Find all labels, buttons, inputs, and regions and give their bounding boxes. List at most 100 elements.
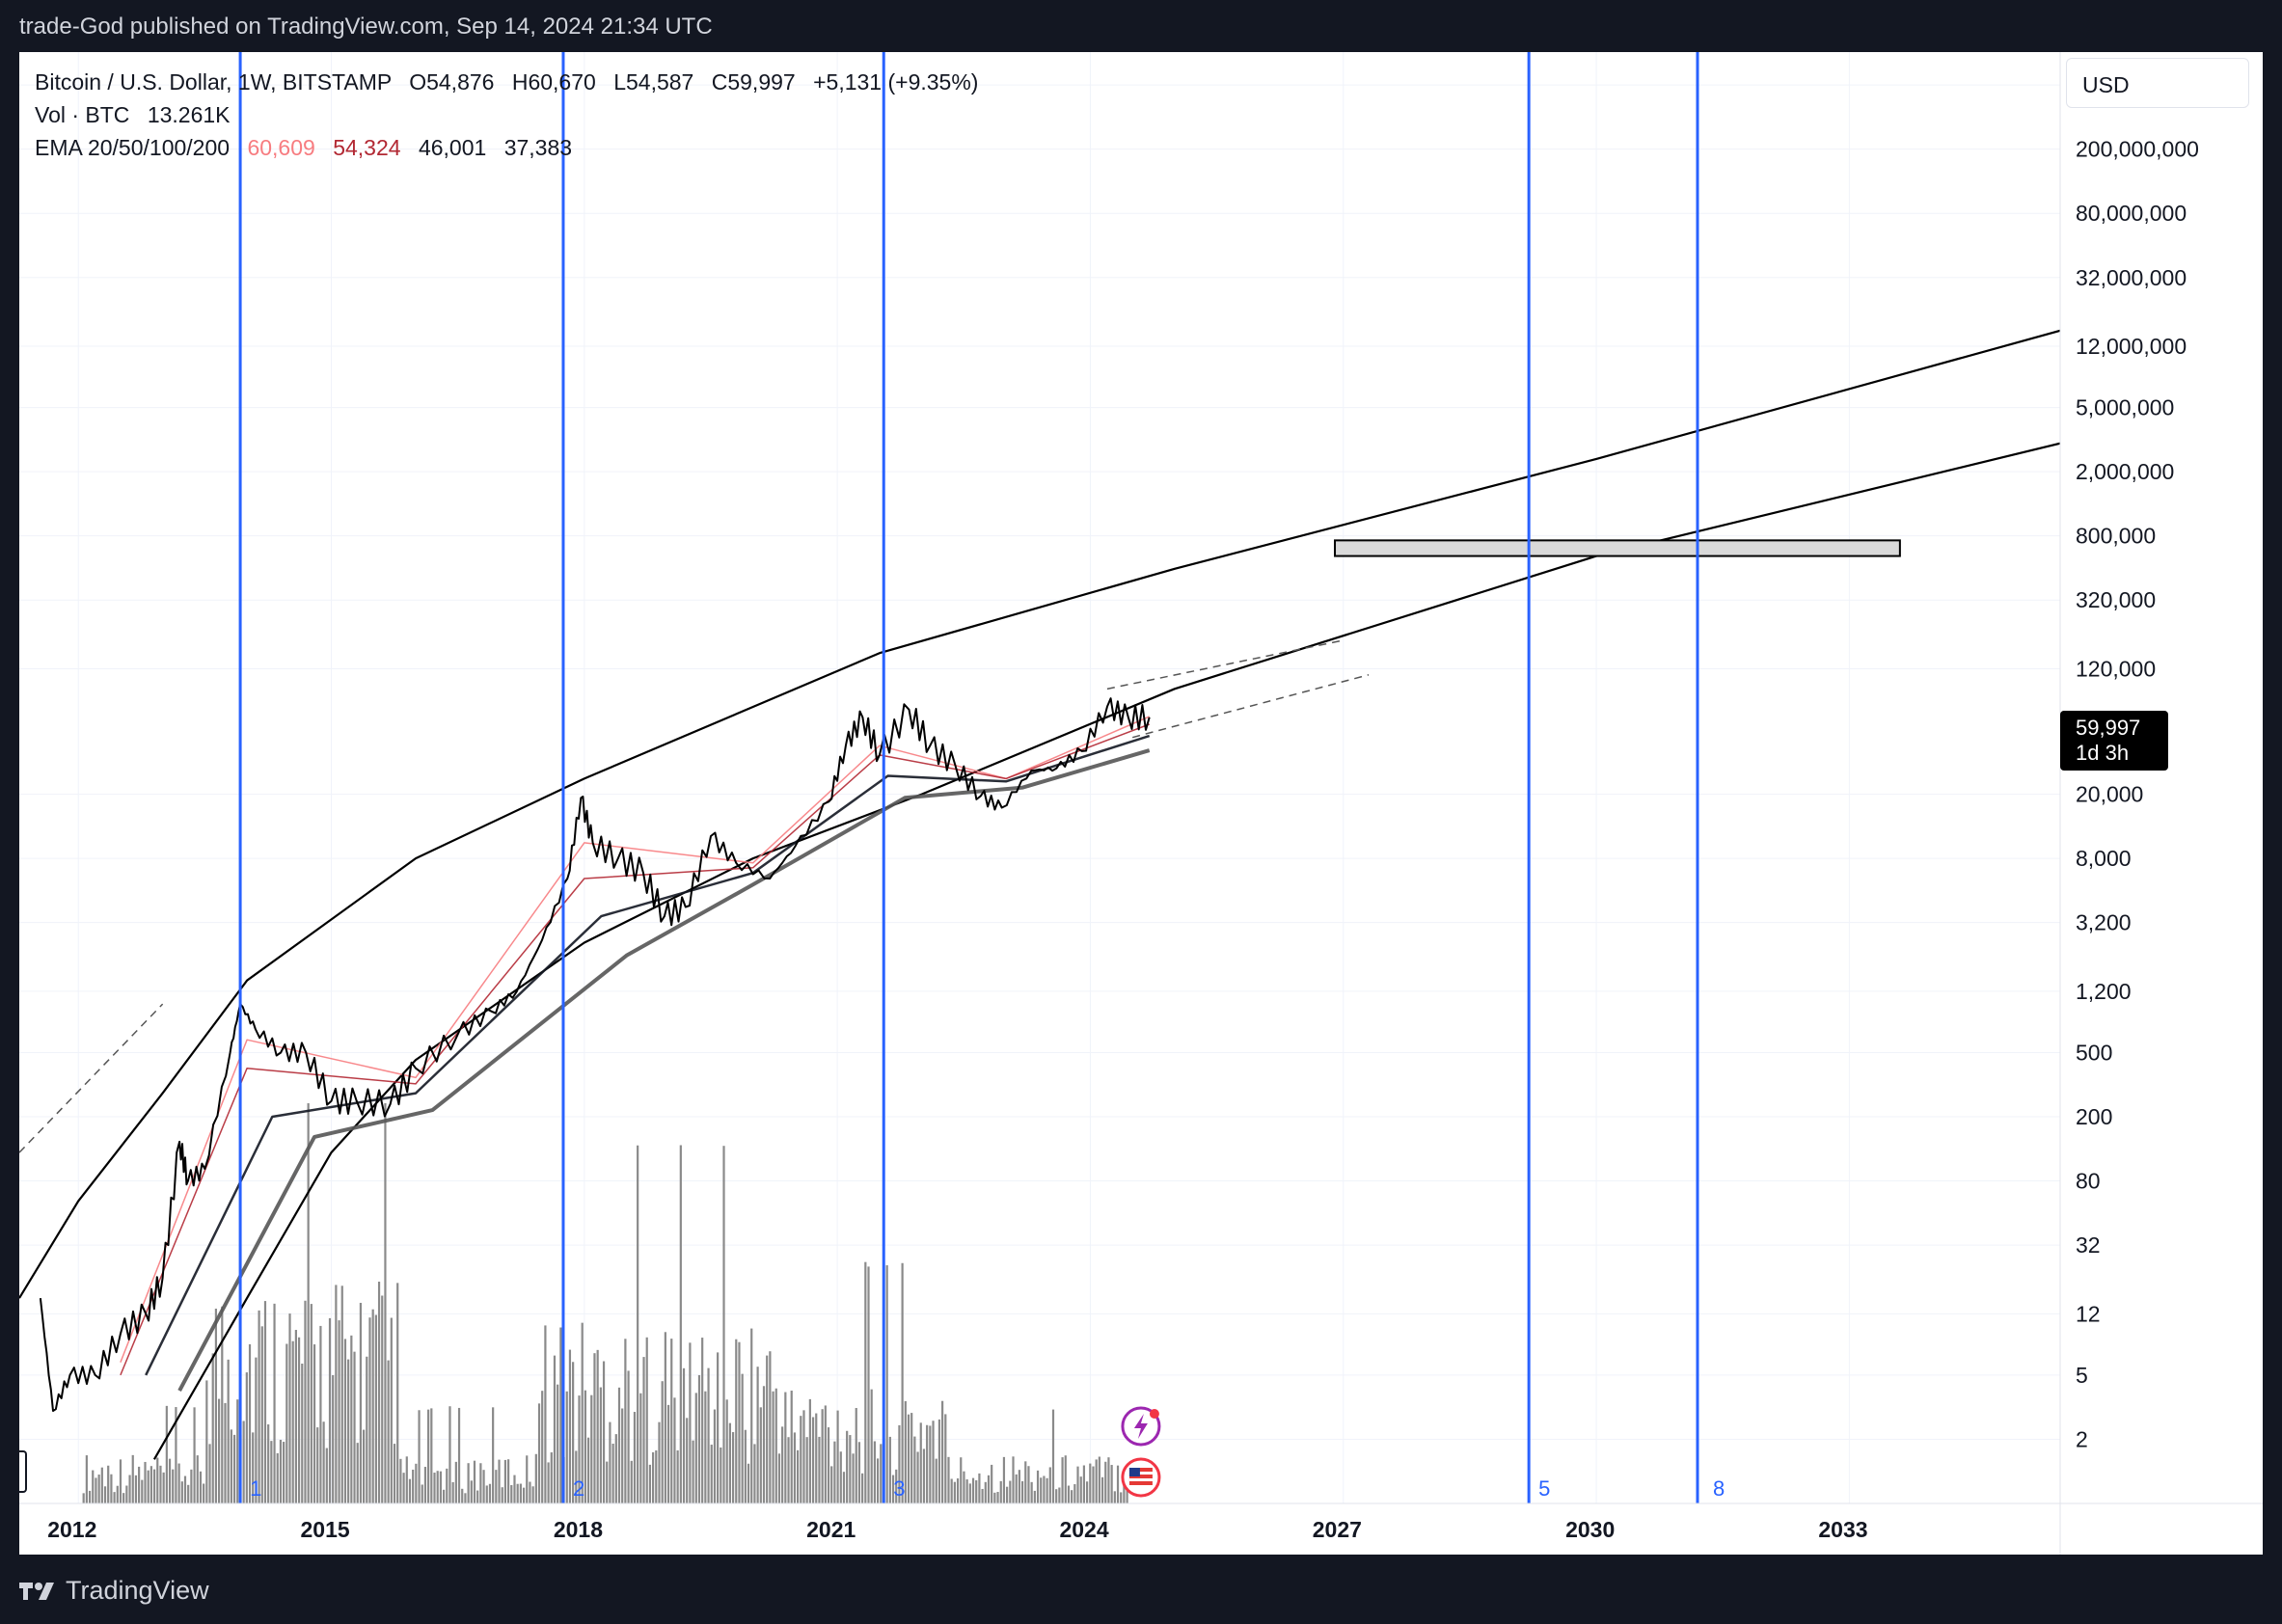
legend-high: H60,670 <box>511 69 596 95</box>
volume-bar <box>861 1473 864 1503</box>
volume-bar <box>218 1398 221 1503</box>
volume-bar <box>611 1444 614 1503</box>
legend-ema-label[interactable]: EMA 20/50/100/200 <box>35 135 231 160</box>
volume-bar <box>141 1479 144 1503</box>
volume-bar <box>263 1301 267 1503</box>
volume-bar <box>371 1309 374 1503</box>
volume-bar <box>673 1397 676 1503</box>
volume-bar <box>950 1478 953 1503</box>
volume-bar <box>904 1400 907 1503</box>
volume-bar <box>144 1461 147 1503</box>
price-axis-tick-label: 80 <box>2076 1169 2101 1194</box>
volume-bar <box>457 1407 461 1503</box>
volume-bar <box>720 1447 722 1503</box>
volume-bar <box>356 1443 359 1503</box>
volume-bar <box>606 1461 609 1503</box>
volume-bar <box>1036 1470 1040 1503</box>
volume-bar <box>92 1470 95 1503</box>
legend-volume-label[interactable]: Vol · BTC <box>35 102 130 127</box>
price-chart[interactable]: 1 2 3 5 8200,000,00080,000,00032,000,00012,0… <box>19 52 2263 1555</box>
volume-bar <box>596 1349 599 1503</box>
ema-3-line[interactable] <box>145 734 1151 1376</box>
ema-2-line[interactable] <box>120 723 1150 1376</box>
volume-bar <box>1107 1457 1110 1503</box>
chart-frame[interactable]: 1 2 3 5 8 200,000,000 80,000,000 32,000,000 12,0… <box>19 52 2263 1555</box>
volume-bar <box>1113 1491 1116 1503</box>
volume-bar <box>350 1335 353 1503</box>
volume-bar <box>888 1436 891 1503</box>
volume-bar <box>473 1460 476 1503</box>
volume-bar <box>617 1387 621 1503</box>
us-flag-stripe-icon <box>1128 1478 1153 1481</box>
price-axis-tick-label: 32,000,000 <box>2076 265 2187 290</box>
legend-ohlc-row: Bitcoin / U.S. Dollar, 1W, BITSTAMP O54,… <box>35 66 978 98</box>
volume-bar <box>415 1463 418 1503</box>
volume-bar <box>513 1475 516 1503</box>
volume-bar <box>965 1479 968 1503</box>
volume-bar <box>325 1448 328 1503</box>
volume-bar <box>787 1437 790 1503</box>
projection-dashed-line[interactable] <box>1106 639 1344 690</box>
volume-bar <box>981 1488 984 1503</box>
volume-bar <box>1120 1492 1123 1503</box>
volume-bar <box>575 1450 578 1503</box>
channel-lower-curve[interactable] <box>152 442 2060 1460</box>
volume-bar <box>288 1313 291 1503</box>
price-axis-tick-label: 200,000,000 <box>2076 137 2199 162</box>
volume-bar <box>190 1469 193 1503</box>
volume-bar <box>679 1145 682 1503</box>
legend-symbol[interactable]: Bitcoin / U.S. Dollar, 1W, BITSTAMP <box>35 69 392 95</box>
volume-bar <box>1002 1456 1006 1503</box>
volume-bar <box>442 1489 446 1503</box>
target-box-1[interactable] <box>1334 539 1901 557</box>
volume-bar <box>221 1306 224 1503</box>
legend-ema20-value: 60,609 <box>247 135 315 160</box>
volume-bar <box>735 1339 738 1503</box>
volume-bar <box>968 1483 971 1503</box>
volume-bar <box>203 1483 205 1503</box>
volume-bar <box>1079 1476 1082 1503</box>
volume-bar <box>704 1391 707 1503</box>
projection-dashed-line[interactable] <box>1131 674 1370 739</box>
volume-bar <box>168 1458 172 1503</box>
event-dot-icon <box>1149 1409 1159 1419</box>
volume-bar <box>1015 1474 1018 1503</box>
volume-bar <box>697 1374 701 1503</box>
currency-selector[interactable]: USD <box>2066 58 2249 108</box>
volume-bar <box>175 1407 177 1503</box>
volume-bar <box>565 1391 568 1503</box>
volume-bar <box>919 1422 922 1503</box>
volume-bar <box>926 1424 929 1503</box>
volume-bar <box>999 1480 1002 1503</box>
us-flag-stripe-icon <box>1128 1472 1153 1475</box>
btc-price-line[interactable] <box>39 697 1151 1412</box>
volume-bar <box>581 1322 584 1503</box>
footer-brand[interactable]: TradingView <box>19 1576 209 1606</box>
volume-bar <box>495 1470 498 1503</box>
volume-bar <box>694 1393 697 1503</box>
volume-bar <box>839 1451 842 1503</box>
volume-bar <box>824 1405 827 1503</box>
projection-dashed-line[interactable] <box>19 1003 164 1153</box>
volume-bar <box>377 1282 381 1503</box>
volume-bar <box>802 1410 805 1503</box>
volume-bar <box>602 1361 606 1503</box>
volume-bar <box>332 1374 335 1503</box>
last-price-value: 59,997 <box>2076 716 2141 740</box>
volume-bar <box>627 1370 630 1503</box>
volume-bar <box>1071 1490 1073 1503</box>
channel-upper-curve[interactable] <box>19 329 2060 1299</box>
volume-bar <box>162 1472 165 1503</box>
volume-bar <box>873 1441 876 1503</box>
ema-4-line[interactable] <box>177 748 1151 1393</box>
ema-1-line[interactable] <box>120 716 1150 1363</box>
volume-bar <box>147 1470 149 1503</box>
volume-bar <box>149 1466 152 1503</box>
volume-bar <box>363 1429 366 1503</box>
price-axis-tick-label: 5 <box>2076 1363 2088 1388</box>
volume-bar <box>156 1457 159 1503</box>
drawing-toolbar-handle[interactable] <box>19 1450 27 1493</box>
volume-bar <box>772 1391 774 1503</box>
volume-bar <box>701 1338 704 1503</box>
volume-bar <box>996 1492 999 1503</box>
